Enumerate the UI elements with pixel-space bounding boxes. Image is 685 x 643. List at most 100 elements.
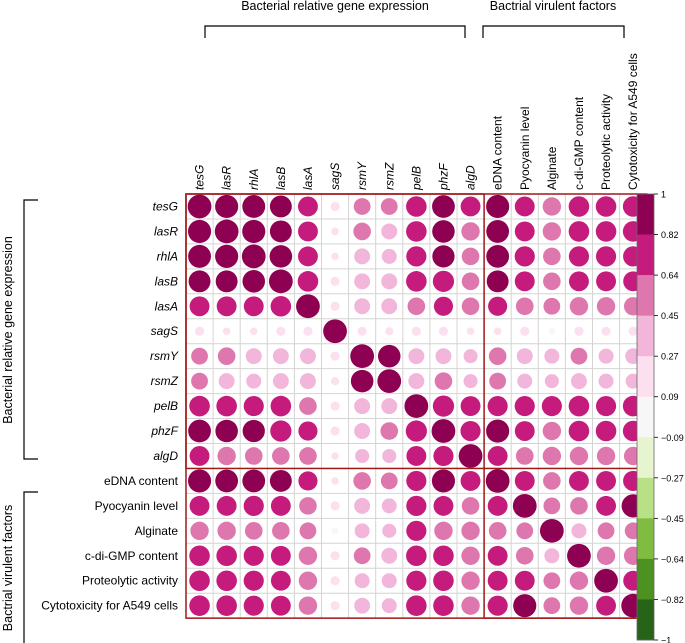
correlation-circle [214,219,239,244]
correlation-circle [408,348,425,365]
correlation-circle [432,395,455,417]
correlation-circle [381,273,398,290]
correlation-circle [381,547,398,564]
correlation-circle [330,301,340,311]
correlation-circle [330,201,340,212]
correlation-circle [269,245,293,268]
column-label: algD [464,165,478,190]
row-label: Cytotoxicity for A549 cells [41,599,178,613]
correlation-circle [570,373,587,390]
correlation-circle [432,220,455,243]
correlation-circle [187,469,212,493]
correlation-circle [598,373,614,389]
row-label: rsmZ [151,374,179,388]
correlation-circle [543,272,561,291]
column-label: Pyocyanin level [518,107,532,190]
correlation-circle [435,348,452,365]
correlation-circle [215,270,238,293]
correlation-circle [215,469,239,493]
correlation-circle [431,469,456,493]
row-label: rhlA [157,249,178,263]
column-label: rhlA [247,169,261,190]
correlation-circle [461,571,480,590]
correlation-circle [411,326,421,336]
correlation-circle [542,197,562,216]
colorbar-segment [637,234,654,276]
correlation-circle [377,369,402,394]
row-label: Proteolytic activity [82,574,178,588]
correlation-circle [330,551,340,561]
correlation-circle [408,373,425,390]
correlation-circle [596,495,616,516]
correlation-circle [596,595,616,616]
correlation-circle [243,595,264,616]
correlation-circle [596,297,616,316]
correlation-circle [438,326,449,336]
correlation-circle [243,545,264,566]
correlation-circle [249,327,258,335]
row-label: Pyocyanin level [95,499,178,513]
correlation-circle [433,445,454,467]
correlation-circle [242,419,265,443]
correlation-circle [269,469,292,492]
correlation-circle [191,347,208,365]
correlation-circle [486,220,510,243]
correlation-circle [485,469,510,493]
correlation-circle [270,545,291,566]
correlation-circle [569,571,589,590]
correlation-circle [296,294,320,319]
correlation-circle [188,244,211,268]
colorbar-tick-label: −0.82 [661,595,684,605]
column-label: rsmY [355,161,369,190]
correlation-circle [270,295,292,317]
correlation-circle [486,194,510,219]
correlation-circle [569,596,589,615]
row-labels: tesG lasR rhlA lasB lasA sagS rsmY rsmZ pelB phzF… [41,199,179,612]
correlation-circle [354,423,371,439]
correlation-circle [432,270,455,292]
correlation-circle [303,326,313,336]
correlation-circle [189,495,210,516]
correlation-circle [542,446,562,466]
correlation-circle [385,327,394,336]
row-label: phzF [150,424,178,438]
correlation-circle [461,247,480,266]
correlation-circle [189,296,210,317]
correlation-circle [461,546,480,565]
correlation-circle [242,219,266,243]
correlation-circle [548,327,556,335]
colorbar-tick-label: −0.09 [661,433,684,443]
correlation-circle [431,419,456,443]
correlation-circle [353,547,371,565]
correlation-circle [539,518,564,543]
correlation-circle [189,545,210,567]
correlation-circle [381,498,397,514]
correlation-circle [222,327,231,335]
correlation-circle [243,296,264,317]
correlation-circle [517,373,533,389]
left-bracket-gene [23,199,38,460]
correlation-circle [330,276,340,286]
correlation-circle [488,296,508,316]
correlation-circle [377,344,401,368]
correlation-circle [595,221,617,242]
top-bracket-virulence [482,25,625,38]
correlation-circle [242,469,266,493]
correlation-circle [217,521,236,541]
correlation-circle [543,472,561,490]
colorbar-segment [637,518,654,560]
colorbar-tick-label: 0.27 [661,352,679,362]
correlation-circle [299,348,316,365]
correlation-circle [543,247,561,266]
row-label: c-di-GMP content [85,549,179,563]
correlation-circle [243,395,264,417]
correlation-circle [542,222,562,241]
colorbar: 1 0.82 0.64 0.45 0.27 0.09 −0.09 −0.27 −0.45 −0.6… [636,190,684,643]
correlation-circle [407,297,426,316]
correlation-circle [217,446,236,466]
column-labels: tesG lasR rhlA lasB lasA sagS rsmY rsmZ pelB phzF… [193,53,641,191]
correlation-circle [569,470,589,491]
column-label: lasA [301,167,315,190]
correlation-circle [218,373,235,390]
